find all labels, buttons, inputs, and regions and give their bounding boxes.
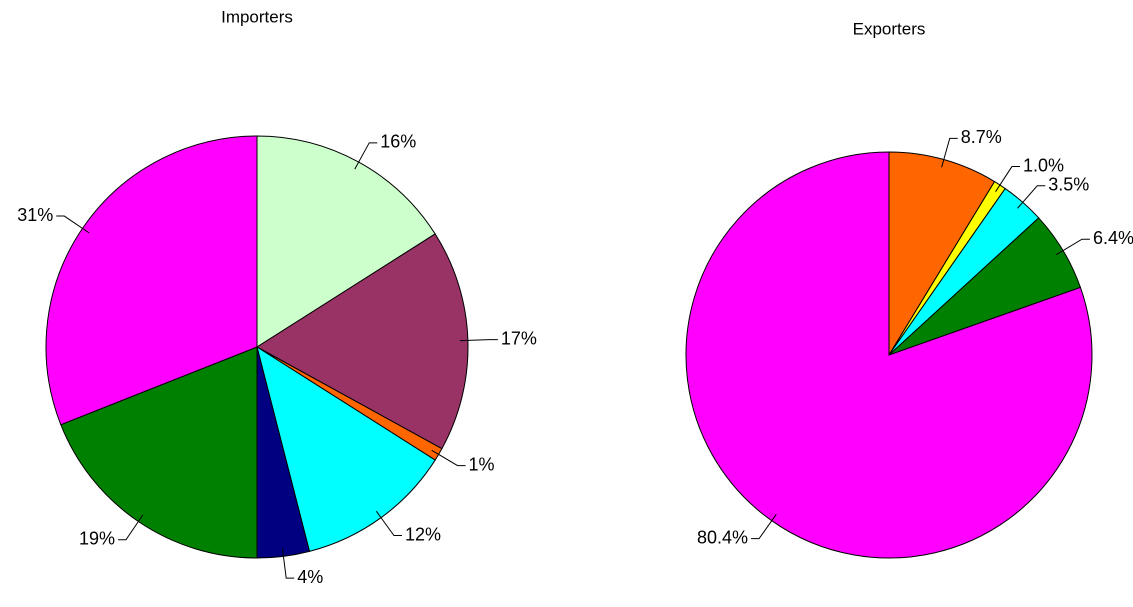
data-label: 4% <box>297 567 323 587</box>
data-label: 31% <box>17 205 53 225</box>
data-label: 1.0% <box>1023 155 1064 175</box>
leader-line <box>1017 185 1046 209</box>
leader-line <box>281 548 295 579</box>
data-label: 80.4% <box>697 527 748 547</box>
leader-line <box>118 514 144 541</box>
data-label: 19% <box>79 528 115 548</box>
data-label: 16% <box>380 132 416 152</box>
data-label: 8.7% <box>961 127 1002 147</box>
leader-line <box>751 513 777 540</box>
leader-line <box>375 510 402 537</box>
data-label: 1% <box>469 454 495 474</box>
data-label: 6.4% <box>1093 228 1133 248</box>
leader-line <box>995 166 1020 192</box>
leader-line <box>431 449 466 467</box>
leader-line <box>1055 238 1090 256</box>
leader-line <box>56 215 90 234</box>
chart-title: Importers <box>221 7 293 26</box>
leader-line <box>941 137 958 168</box>
data-label: 17% <box>501 328 537 348</box>
leader-line <box>459 339 498 342</box>
data-label: 3.5% <box>1048 175 1089 195</box>
data-label: 12% <box>405 524 441 544</box>
chart-title: Exporters <box>853 19 926 38</box>
leader-line <box>354 142 378 170</box>
